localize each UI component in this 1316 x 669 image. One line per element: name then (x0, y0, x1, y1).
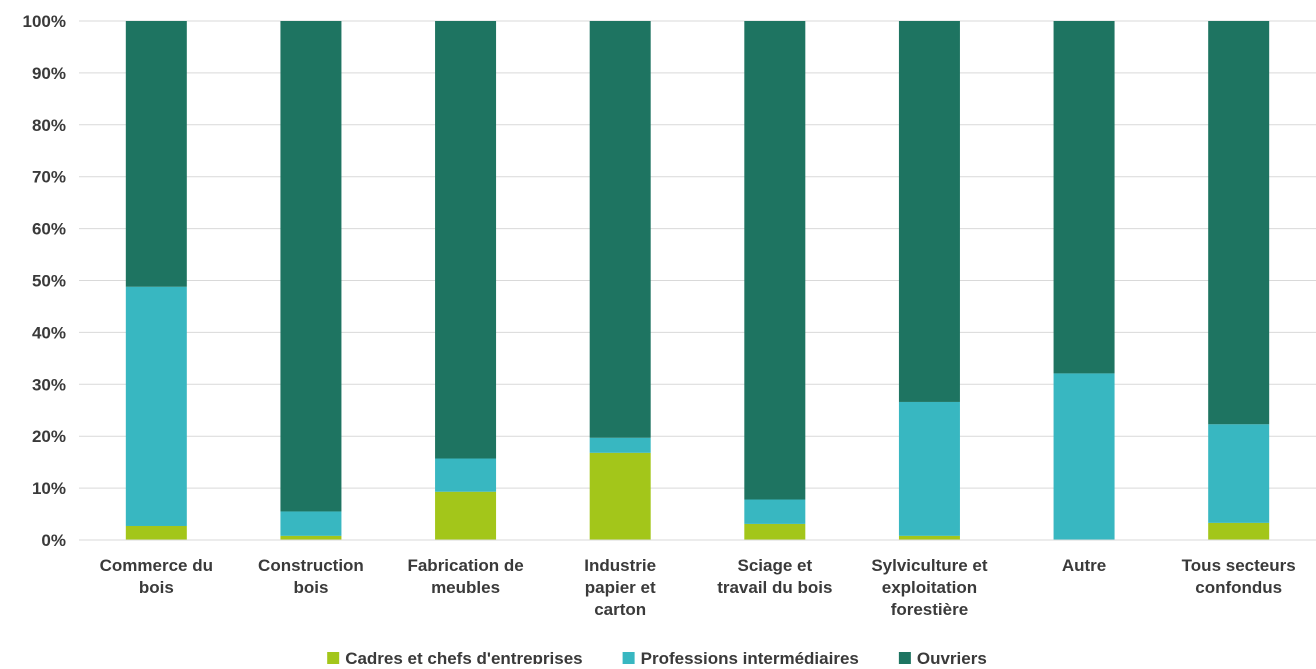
x-tick-label: Autre (1062, 556, 1106, 575)
y-tick-label: 60% (32, 220, 66, 239)
bar-segment-1-1 (125, 525, 187, 540)
bar-segment-3-5 (744, 21, 806, 500)
y-tick-label: 80% (32, 116, 66, 135)
legend: Cadres et chefs d'entreprises Professions… (327, 649, 987, 668)
y-tick-label: 70% (32, 168, 66, 187)
legend-label-1: Cadres et chefs d'entreprises (345, 649, 582, 664)
y-tick-label: 50% (32, 272, 66, 291)
bar-segment-2-7 (1053, 373, 1115, 540)
y-axis-ticks: 0% 10% 20% 30% 40% 50% 60% 70% 80% 90% 100% (23, 12, 66, 550)
legend-swatch-3 (898, 652, 911, 664)
bar-segment-2-3 (435, 458, 497, 492)
bar-segment-3-8 (1208, 21, 1270, 425)
x-axis-ticks: Commerce du bois Construction bois Fabricati… (100, 556, 1296, 619)
bar-segment-3-3 (435, 21, 497, 459)
bar-segment-1-4 (589, 452, 651, 540)
y-tick-label: 0% (41, 531, 66, 550)
x-tick-label: Sciage et travail du bois (717, 556, 832, 597)
bar-segment-1-6 (898, 535, 960, 540)
bar-segment-1-8 (1208, 522, 1270, 540)
y-tick-label: 90% (32, 64, 66, 83)
bar-segment-2-5 (744, 499, 806, 524)
bar-segment-3-6 (898, 21, 960, 402)
bar-segment-3-2 (280, 21, 342, 512)
gridlines (79, 20, 1316, 489)
bar-segment-2-2 (280, 511, 342, 536)
legend-swatch-1 (327, 652, 340, 664)
y-tick-label: 20% (32, 427, 66, 446)
bar-segment-1-3 (435, 491, 497, 540)
bar-segment-1-2 (280, 535, 342, 540)
y-tick-label: 40% (32, 323, 66, 342)
bar-segment-2-8 (1208, 424, 1270, 523)
y-tick-label: 10% (32, 479, 66, 498)
legend-label-2: Professions intermédiaires (641, 649, 859, 664)
bar-segment-2-1 (125, 286, 187, 526)
x-tick-label: Industrie papier et carton (584, 556, 656, 619)
bar-segment-2-6 (898, 401, 960, 536)
x-tick-label: Fabrication de meubles (407, 556, 523, 597)
y-tick-label: 100% (23, 12, 66, 31)
x-tick-label: Commerce du bois (100, 556, 213, 597)
bar-segment-3-4 (589, 21, 651, 438)
legend-swatch-2 (622, 652, 635, 664)
x-tick-label: Sylviculture et exploitation forestière (871, 556, 988, 619)
legend-label-3: Ouvriers (917, 649, 987, 664)
bar-segment-3-7 (1053, 21, 1115, 374)
bar-segment-1-5 (744, 523, 806, 540)
bar-segment-2-4 (589, 437, 651, 453)
bar-segment-3-1 (125, 21, 187, 287)
x-tick-label: Tous secteurs confondus (1182, 556, 1296, 597)
bars (125, 21, 1270, 540)
x-tick-label: Construction bois (258, 556, 364, 597)
y-tick-label: 30% (32, 375, 66, 394)
